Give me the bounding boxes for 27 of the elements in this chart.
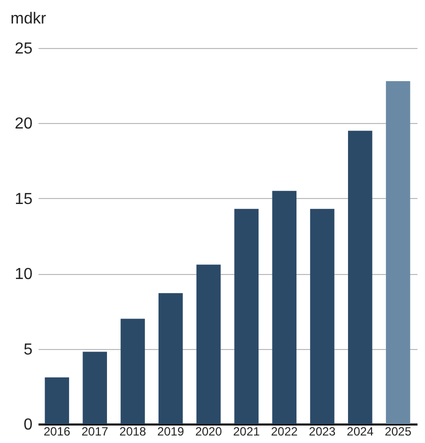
y-tick-label: 5 — [24, 341, 33, 358]
bar — [158, 293, 183, 424]
y-tick-label: 25 — [14, 40, 33, 58]
bar — [196, 264, 221, 424]
x-tick-label: 2016 — [44, 424, 71, 438]
bar — [82, 352, 107, 424]
y-tick-label: 15 — [14, 190, 33, 208]
bar — [310, 208, 334, 424]
bar — [44, 377, 70, 424]
y-tick-label: 0 — [24, 416, 33, 434]
bar — [120, 318, 145, 424]
x-tick-label: 2024 — [346, 424, 374, 438]
y-tick-label: 20 — [14, 116, 33, 133]
x-tick-label: 2023 — [308, 424, 336, 438]
x-tick-label: 2019 — [157, 424, 184, 438]
y-axis-title: mdkr — [10, 10, 47, 28]
x-tick-label: 2018 — [119, 424, 146, 438]
bar — [272, 190, 296, 424]
y-tick-label: 10 — [14, 266, 33, 284]
x-tick-label: 2017 — [82, 424, 109, 438]
x-tick-label: 2020 — [195, 424, 222, 438]
x-tick-label: 2022 — [271, 424, 298, 438]
x-tick-label: 2025 — [384, 424, 412, 438]
bar — [386, 81, 410, 424]
bar — [348, 130, 372, 424]
bar — [234, 208, 259, 424]
x-tick-label: 2021 — [233, 424, 260, 438]
